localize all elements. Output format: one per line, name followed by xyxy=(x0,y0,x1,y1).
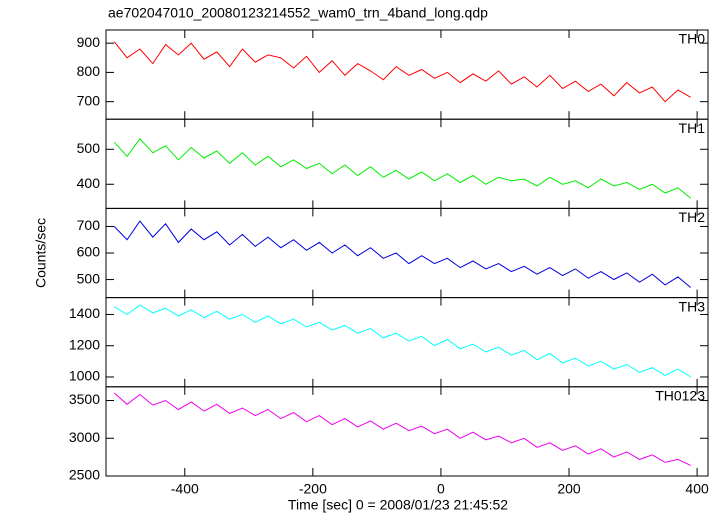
x-tick-label: 400 xyxy=(685,481,709,497)
legend-label: TH2 xyxy=(679,209,706,225)
y-tick-label: 1000 xyxy=(69,368,100,384)
y-tick-label: 800 xyxy=(77,63,101,79)
y-tick-label: 700 xyxy=(77,217,101,233)
panel-frame xyxy=(105,118,709,209)
legend-label: TH0 xyxy=(679,31,706,47)
x-tick-label: 0 xyxy=(437,481,445,497)
chart-title: ae702047010_20080123214552_wam0_trn_4ban… xyxy=(108,5,488,21)
x-tick-label: -200 xyxy=(299,481,327,497)
y-tick-label: 700 xyxy=(77,92,101,108)
series-line xyxy=(113,138,692,199)
panel-frame xyxy=(105,207,709,299)
y-tick-label: 900 xyxy=(77,34,101,50)
x-axis-label: Time [sec] 0 = 2008/01/23 21:45:52 xyxy=(288,497,508,513)
series-line xyxy=(113,220,692,288)
legend-label: TH0123 xyxy=(655,388,705,404)
panel-frame xyxy=(105,297,709,388)
y-tick-label: 600 xyxy=(77,244,101,260)
y-tick-label: 3500 xyxy=(69,391,100,407)
y-tick-label: 1400 xyxy=(69,305,100,321)
series-line xyxy=(113,41,691,103)
y-tick-label: 3000 xyxy=(69,429,100,445)
y-tick-label: 2500 xyxy=(69,467,100,483)
y-tick-label: 500 xyxy=(77,140,101,156)
series-line xyxy=(113,392,691,466)
y-tick-label: 400 xyxy=(77,175,101,191)
y-axis-label: Counts/sec xyxy=(33,218,49,288)
series-line xyxy=(114,304,691,378)
x-tick-label: 200 xyxy=(557,481,581,497)
y-tick-label: 1200 xyxy=(69,336,100,352)
x-tick-label: -400 xyxy=(171,481,199,497)
y-tick-label: 500 xyxy=(77,270,101,286)
panel-frame xyxy=(105,386,709,477)
legend-label: TH1 xyxy=(679,120,706,136)
legend-label: TH3 xyxy=(679,298,706,314)
